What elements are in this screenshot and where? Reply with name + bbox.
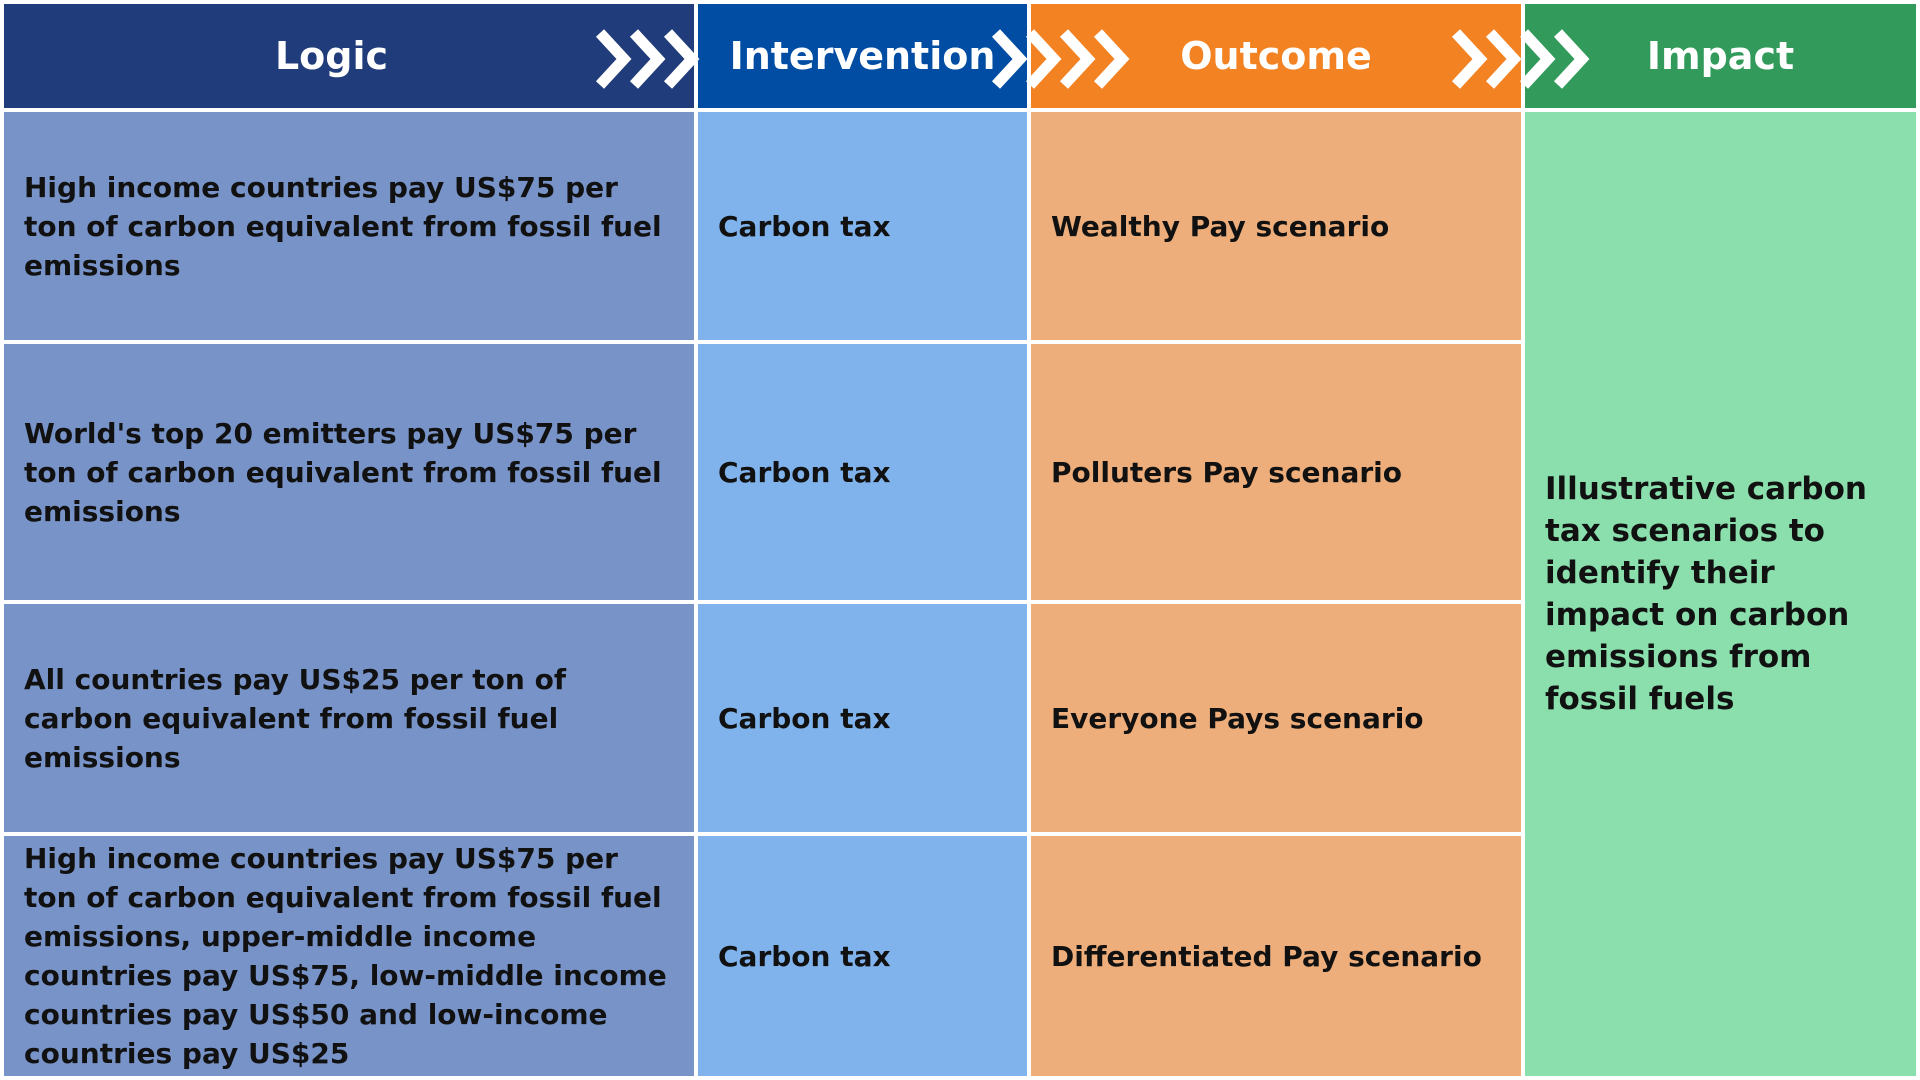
header-intervention: Intervention <box>698 4 1027 108</box>
intervention-cell: Carbon tax <box>698 836 1027 1076</box>
logic-text: World's top 20 emitters pay US$75 per to… <box>24 416 662 528</box>
header-outcome-label: Outcome <box>1180 34 1372 78</box>
outcome-text: Differentiated Pay scenario <box>1051 939 1482 973</box>
logic-cell: World's top 20 emitters pay US$75 per to… <box>4 344 694 600</box>
header-logic-label: Logic <box>274 34 389 78</box>
logic-cell: High income countries pay US$75 per ton … <box>4 836 694 1076</box>
impact-text: Illustrative carbon tax scenarios to ide… <box>1545 471 1867 717</box>
outcome-text: Polluters Pay scenario <box>1051 455 1403 489</box>
impact-cell: Illustrative carbon tax scenarios to ide… <box>1525 112 1916 1076</box>
logic-text: High income countries pay US$75 per ton … <box>24 842 667 1070</box>
header-impact-label: Impact <box>1646 34 1795 78</box>
intervention-text: Carbon tax <box>718 455 891 489</box>
logic-text: All countries pay US$25 per ton of carbo… <box>24 662 566 774</box>
intervention-cell: Carbon tax <box>698 112 1027 340</box>
outcome-cell: Differentiated Pay scenario <box>1031 836 1521 1076</box>
intervention-text: Carbon tax <box>718 209 891 243</box>
intervention-cell: Carbon tax <box>698 604 1027 832</box>
intervention-cell: Carbon tax <box>698 344 1027 600</box>
chevron-right-icon <box>595 29 700 89</box>
outcome-cell: Wealthy Pay scenario <box>1031 112 1521 340</box>
logic-text: High income countries pay US$75 per ton … <box>24 170 662 282</box>
chevron-right-icon <box>991 29 1130 89</box>
outcome-cell: Everyone Pays scenario <box>1031 604 1521 832</box>
outcome-cell: Polluters Pay scenario <box>1031 344 1521 600</box>
header-logic: Logic <box>4 4 694 108</box>
intervention-text: Carbon tax <box>718 701 891 735</box>
outcome-text: Wealthy Pay scenario <box>1051 209 1390 243</box>
header-impact: Impact <box>1525 4 1916 108</box>
logic-cell: High income countries pay US$75 per ton … <box>4 112 694 340</box>
outcome-text: Everyone Pays scenario <box>1051 701 1424 735</box>
header-intervention-label: Intervention <box>729 34 996 78</box>
logic-cell: All countries pay US$25 per ton of carbo… <box>4 604 694 832</box>
chevron-right-icon <box>1451 29 1590 89</box>
intervention-text: Carbon tax <box>718 939 891 973</box>
